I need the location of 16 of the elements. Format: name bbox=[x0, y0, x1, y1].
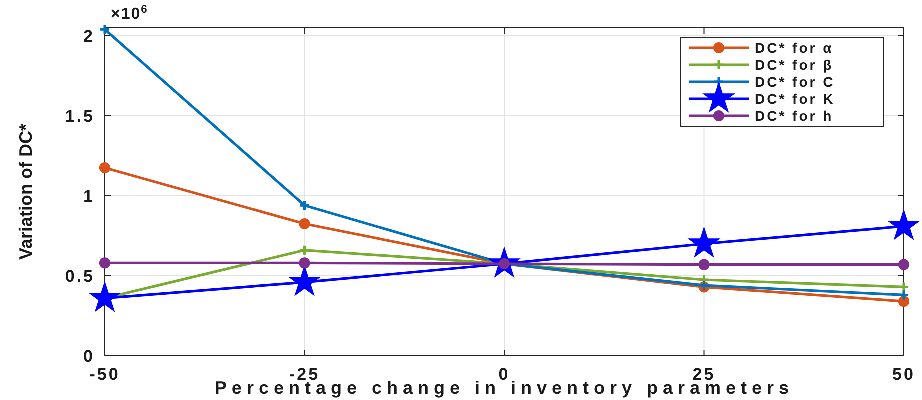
y-tick-label: 0.5 bbox=[65, 267, 95, 286]
legend-label: DC* for h bbox=[755, 108, 834, 124]
y-tick-label: 1 bbox=[84, 187, 95, 206]
legend-label: DC* for β bbox=[755, 57, 834, 73]
y-tick-label: 0 bbox=[84, 347, 95, 366]
x-tick-label: 50 bbox=[892, 365, 916, 384]
x-tick-label: -50 bbox=[90, 365, 120, 384]
x-tick-label: 0 bbox=[498, 365, 510, 384]
y-tick-label: 1.5 bbox=[65, 107, 95, 126]
legend-label: DC* for C bbox=[755, 74, 836, 90]
y-tick-label: 2 bbox=[84, 27, 95, 46]
legend-label: DC* for α bbox=[755, 40, 834, 56]
y-axis-title: Variation of DC* bbox=[16, 124, 36, 260]
text: ×10$^{6}$ bbox=[111, 4, 148, 23]
x-tick-label: 25 bbox=[692, 365, 716, 384]
legend-label: DC* for K bbox=[755, 91, 836, 107]
